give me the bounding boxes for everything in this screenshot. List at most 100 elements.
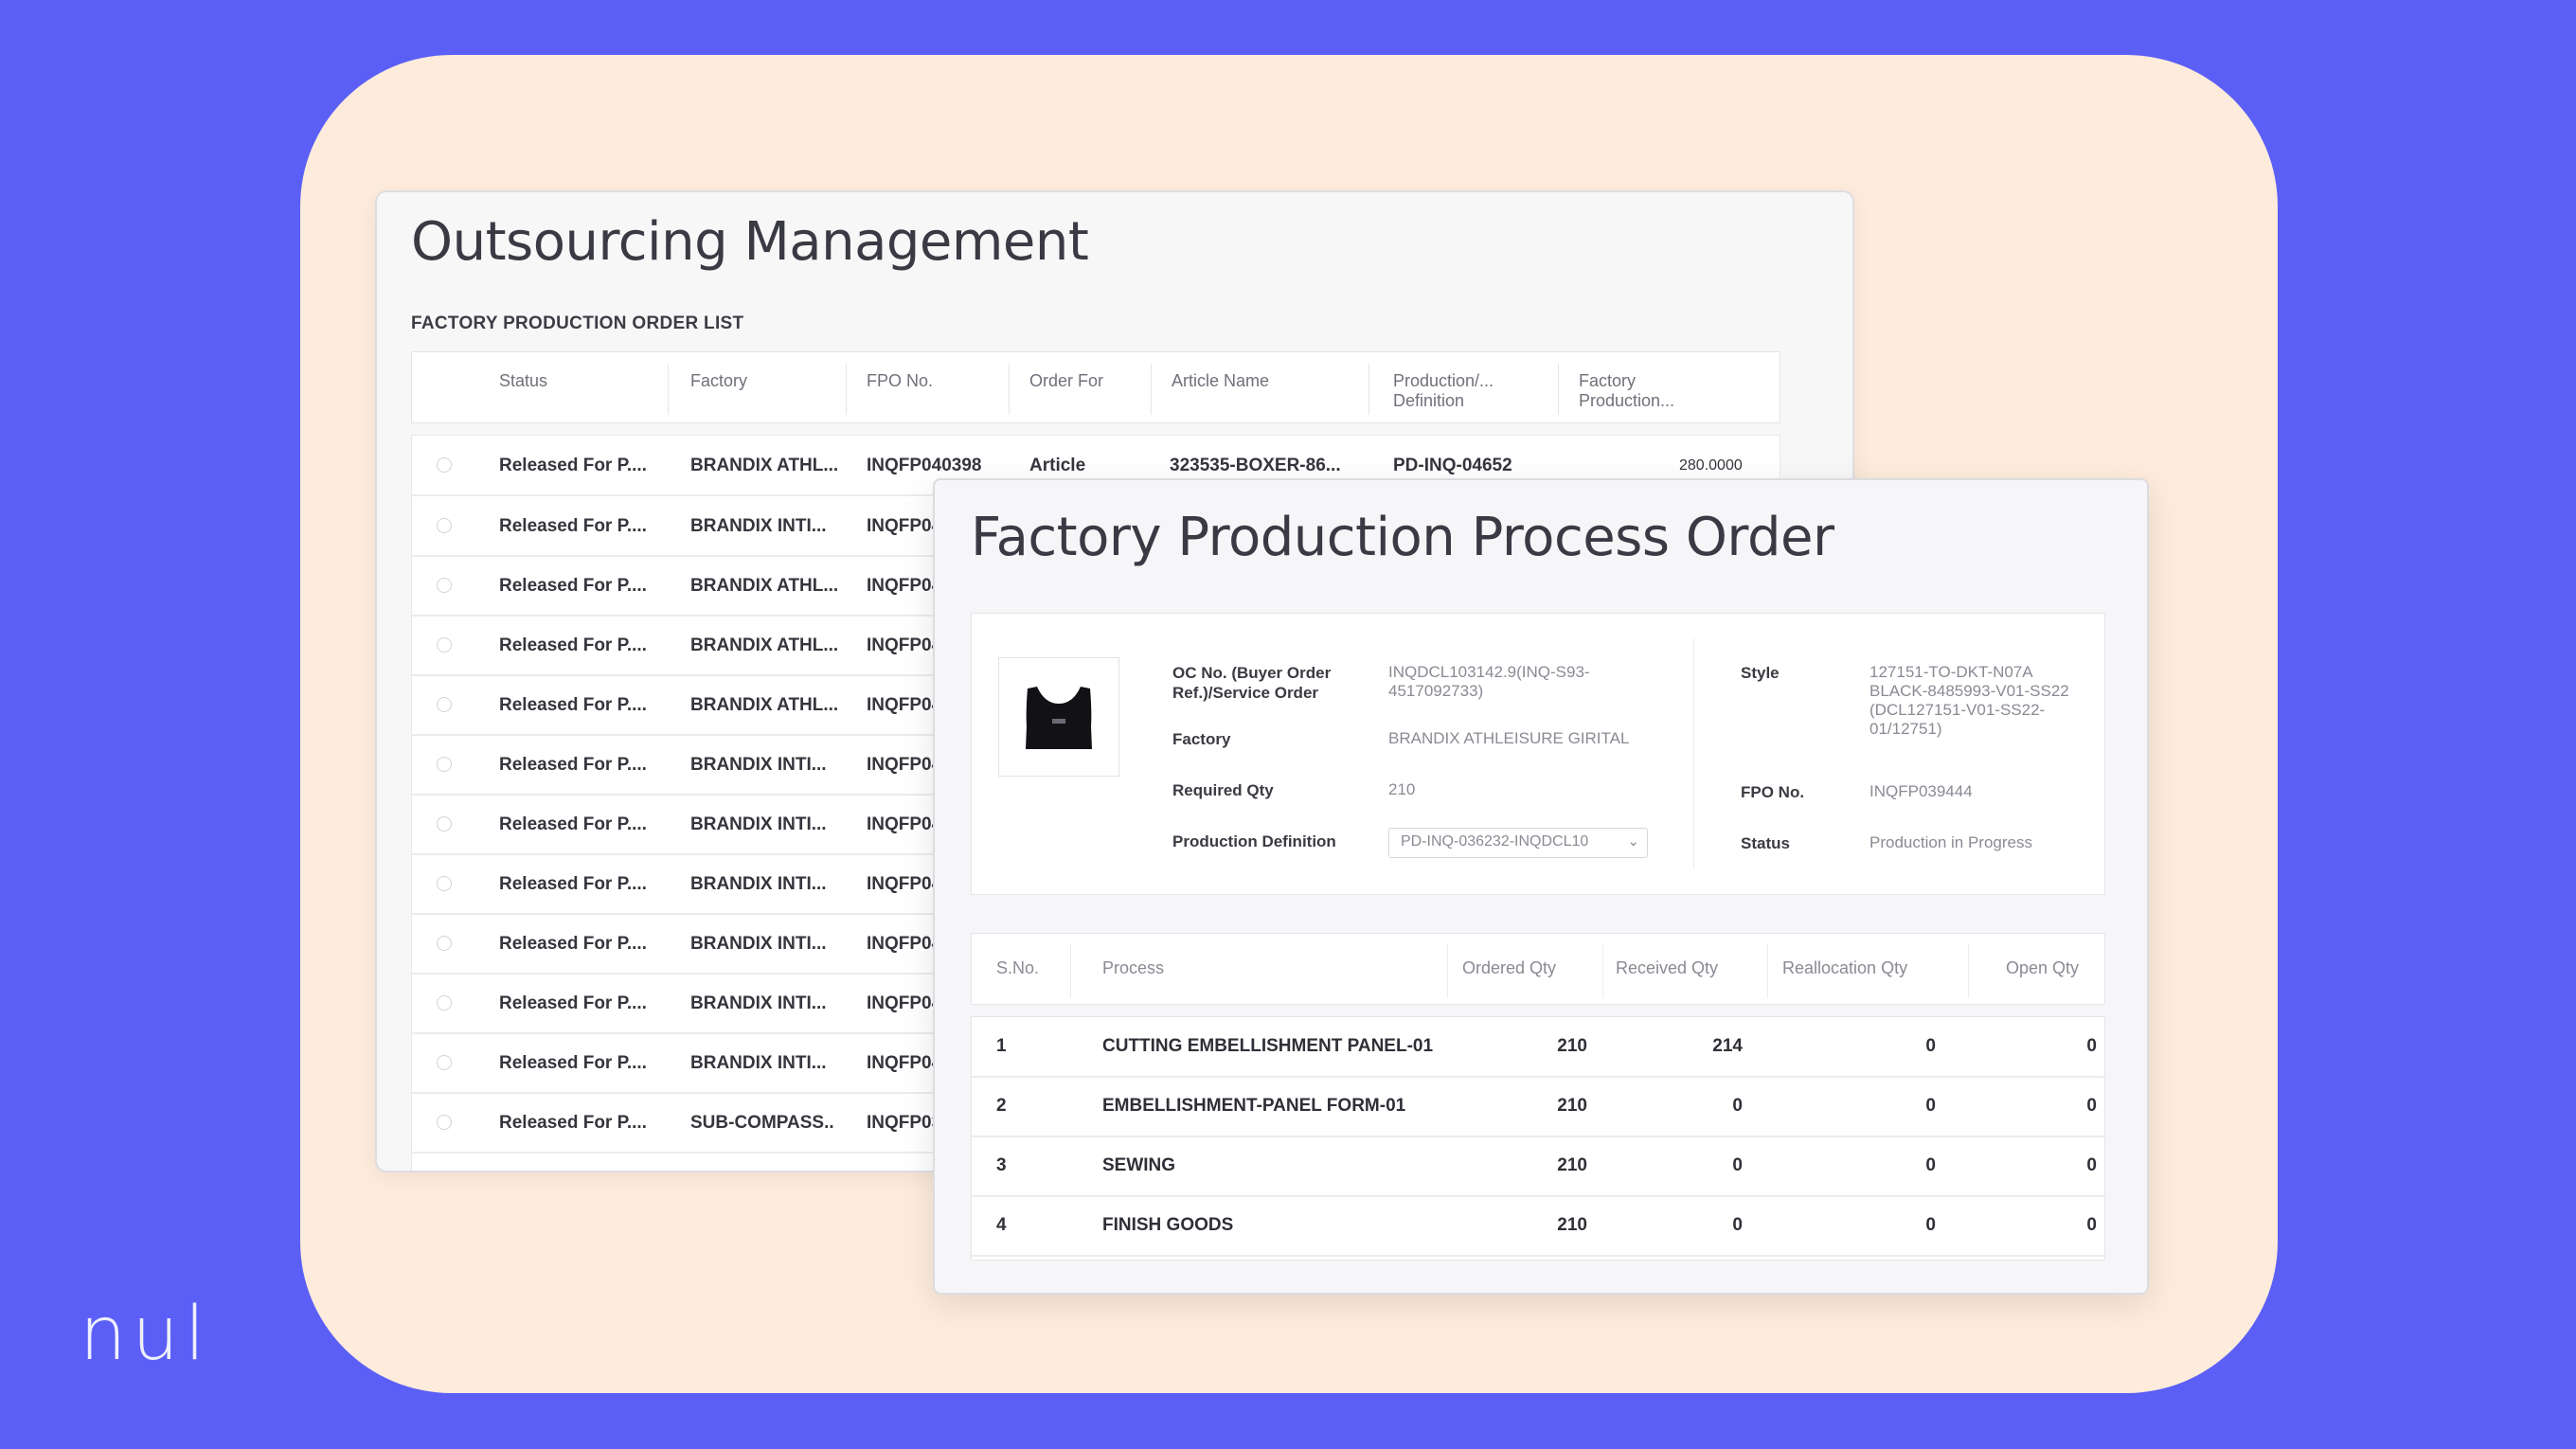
row-select-radio[interactable]: [437, 637, 452, 653]
row-status: Released For P....: [499, 576, 647, 596]
row-select-radio[interactable]: [437, 876, 452, 891]
process-table-header: S.No. Process Ordered Qty Received Qty R…: [971, 933, 2105, 1005]
table-row[interactable]: 1 CUTTING EMBELLISHMENT PANEL-01 210 214…: [972, 1017, 2104, 1078]
row-open-qty: 0: [2086, 1215, 2097, 1235]
row-article-name: 323535-BOXER-86...: [1170, 456, 1341, 475]
row-factory: BRANDIX INTI...: [690, 814, 827, 834]
col-open-qty[interactable]: Open Qty: [2006, 958, 2080, 977]
row-fpo-no[interactable]: INQFP04: [867, 695, 942, 715]
col-status[interactable]: Status: [499, 371, 548, 390]
col-article-name[interactable]: Article Name: [1172, 371, 1270, 390]
row-factory: BRANDIX INTI...: [690, 993, 827, 1013]
row-select-radio[interactable]: [437, 757, 452, 772]
row-ordered-qty: 210: [1557, 1155, 1587, 1175]
production-definition-label: Production Definition: [1172, 832, 1336, 850]
col-received-qty[interactable]: Received Qty: [1616, 958, 1719, 977]
order-info-card: OC No. (Buyer Order Ref.)/Service Order …: [971, 613, 2105, 895]
table-row[interactable]: 4 FINISH GOODS 210 0 0 0: [972, 1196, 2104, 1257]
row-select-radio[interactable]: [437, 995, 452, 1011]
list-subtitle: FACTORY PRODUCTION ORDER LIST: [411, 313, 744, 333]
oc-no-value: INQDCL103142.9(INQ-S93- 4517092733): [1388, 663, 1590, 700]
row-select-radio[interactable]: [437, 936, 452, 951]
row-sno: 3: [996, 1155, 1007, 1175]
row-factory: BRANDIX ATHL...: [690, 456, 839, 475]
row-received-qty: 214: [1712, 1036, 1743, 1056]
col-process[interactable]: Process: [1102, 958, 1165, 977]
row-fpo-no[interactable]: INQFP04: [867, 1053, 942, 1073]
row-process: CUTTING EMBELLISHMENT PANEL-01: [1102, 1036, 1434, 1056]
col-order-for[interactable]: Order For: [1029, 371, 1104, 390]
row-fpo-no[interactable]: INQFP04: [867, 755, 942, 775]
row-ordered-qty: 210: [1557, 1215, 1587, 1235]
row-factory: BRANDIX INTI...: [690, 516, 827, 536]
row-reallocation-qty: 0: [1925, 1215, 1936, 1235]
production-definition-select[interactable]: PD-INQ-036232-INQDCL10 ⌄: [1388, 828, 1648, 858]
row-received-qty: 0: [1732, 1215, 1743, 1235]
row-reallocation-qty: 0: [1925, 1036, 1936, 1056]
row-fpo-no[interactable]: INQFP040398: [867, 456, 982, 475]
row-fpo-no[interactable]: INQFP04: [867, 576, 942, 596]
row-status: Released For P....: [499, 635, 647, 655]
style-value: 127151-TO-DKT-N07A BLACK-8485993-V01-SS2…: [1869, 663, 2069, 738]
col-ordered-qty[interactable]: Ordered Qty: [1462, 958, 1557, 977]
row-factory: SUB-COMPASS..: [690, 1113, 834, 1133]
sports-bra-icon: [1026, 687, 1092, 749]
table-row[interactable]: 3 SEWING 210 0 0 0: [972, 1136, 2104, 1197]
row-status: Released For P....: [499, 516, 647, 536]
row-select-radio[interactable]: [437, 1115, 452, 1130]
page-title: Outsourcing Management: [411, 211, 1089, 273]
process-table-body: 1 CUTTING EMBELLISHMENT PANEL-01 210 214…: [971, 1016, 2105, 1261]
row-select-radio[interactable]: [437, 1055, 452, 1070]
status-label: Status: [1741, 834, 1790, 852]
row-select-radio[interactable]: [437, 578, 452, 593]
row-fpo-no[interactable]: INQFP04: [867, 874, 942, 894]
row-factory: BRANDIX ATHL...: [690, 695, 839, 715]
row-definition: PD-INQ-04652: [1393, 456, 1512, 475]
style-label: Style: [1741, 664, 1780, 682]
row-sno: 2: [996, 1096, 1007, 1116]
table-row[interactable]: 2 EMBELLISHMENT-PANEL FORM-01 210 0 0 0: [972, 1077, 2104, 1137]
row-select-radio[interactable]: [437, 457, 452, 473]
row-status: Released For P....: [499, 814, 647, 834]
row-factory: BRANDIX ATHL...: [690, 576, 839, 596]
row-fpo-no[interactable]: INQFP04: [867, 993, 942, 1013]
col-fpo-no[interactable]: FPO No.: [867, 371, 934, 390]
fpo-list-header: Status Factory FPO No. Order For Article…: [411, 351, 1780, 423]
chevron-down-icon: ⌄: [1627, 833, 1639, 850]
row-fpo-no[interactable]: INQFP04: [867, 934, 942, 954]
row-factory: BRANDIX INTI...: [690, 874, 827, 894]
row-status: Released For P....: [499, 1053, 647, 1073]
row-open-qty: 0: [2086, 1096, 2097, 1116]
row-status: Released For P....: [499, 456, 647, 475]
col-sno[interactable]: S.No.: [996, 958, 1040, 977]
row-select-radio[interactable]: [437, 816, 452, 832]
row-select-radio[interactable]: [437, 697, 452, 712]
row-status: Released For P....: [499, 993, 647, 1013]
row-sno: 4: [996, 1215, 1007, 1235]
row-factory: BRANDIX INTI...: [690, 934, 827, 954]
product-thumbnail: [998, 657, 1119, 777]
row-process: SEWING: [1102, 1155, 1176, 1175]
row-factory: BRANDIX ATHL...: [690, 635, 839, 655]
process-order-panel: Factory Production Process Order OC No. …: [933, 478, 2149, 1295]
table-row[interactable]: Released For P.... SUB-COMPASS.. INQFP03: [412, 1093, 1780, 1154]
row-status: Released For P....: [499, 1113, 647, 1133]
oc-no-label: OC No. (Buyer Order Ref.)/Service Order: [1172, 664, 1332, 702]
row-reallocation-qty: 0: [1925, 1155, 1936, 1175]
col-reallocation-qty[interactable]: Reallocation Qty: [1782, 958, 1908, 977]
col-factory-production[interactable]: Factory Production...: [1579, 371, 1675, 410]
col-production-definition[interactable]: Production/... Definition: [1393, 371, 1494, 410]
row-status: Released For P....: [499, 874, 647, 894]
row-select-radio[interactable]: [437, 518, 452, 533]
row-ordered-qty: 210: [1557, 1096, 1587, 1116]
row-fpo-no[interactable]: INQFP04: [867, 635, 942, 655]
row-factory-production: 280.0000: [1679, 457, 1743, 474]
row-fpo-no[interactable]: INQFP04: [867, 516, 942, 536]
row-open-qty: 0: [2086, 1036, 2097, 1056]
row-reallocation-qty: 0: [1925, 1096, 1936, 1116]
row-open-qty: 0: [2086, 1155, 2097, 1175]
row-fpo-no[interactable]: INQFP04: [867, 814, 942, 834]
col-factory[interactable]: Factory: [690, 371, 748, 390]
row-fpo-no[interactable]: INQFP03: [867, 1113, 942, 1133]
row-process: EMBELLISHMENT-PANEL FORM-01: [1102, 1096, 1406, 1116]
